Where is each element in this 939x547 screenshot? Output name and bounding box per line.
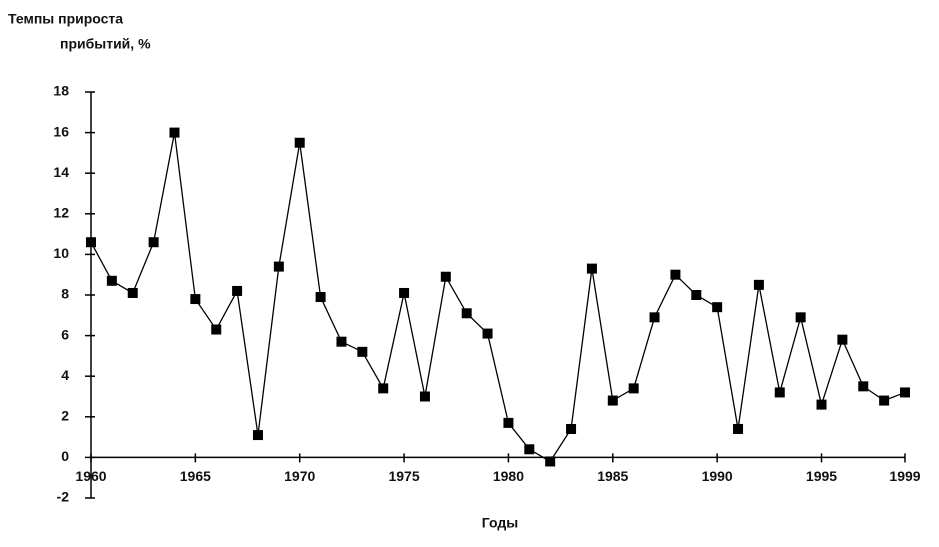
point-marker	[670, 269, 681, 280]
point-marker	[795, 312, 806, 323]
y-tick-label: -2	[57, 489, 70, 505]
point-marker	[503, 417, 514, 428]
x-axis-title: Годы	[482, 515, 518, 531]
point-marker	[169, 127, 180, 138]
point-marker	[461, 308, 472, 319]
point-marker	[837, 334, 848, 345]
y-tick-label: 10	[53, 245, 69, 261]
point-marker	[879, 395, 890, 406]
point-marker	[336, 336, 347, 347]
point-marker	[482, 328, 493, 339]
point-marker	[148, 237, 159, 248]
x-tick-label: 1985	[597, 468, 628, 484]
point-marker	[545, 456, 556, 467]
point-marker	[232, 285, 243, 296]
point-marker	[419, 391, 430, 402]
point-marker	[524, 444, 535, 455]
y-tick-label: 14	[53, 164, 69, 180]
series-line	[90, 132, 906, 463]
point-marker	[628, 383, 639, 394]
point-marker	[858, 381, 869, 392]
point-marker	[399, 287, 410, 298]
point-marker	[816, 399, 827, 410]
point-marker	[273, 261, 284, 272]
y-tick-label: 6	[61, 326, 69, 342]
y-tick-label: 18	[53, 83, 69, 99]
point-marker	[106, 275, 117, 286]
point-marker	[357, 346, 368, 357]
point-marker	[315, 292, 326, 303]
point-marker	[566, 423, 577, 434]
point-marker	[86, 237, 96, 248]
point-marker	[733, 423, 744, 434]
y-tick-label: 8	[61, 286, 69, 302]
point-marker	[900, 387, 910, 398]
point-marker	[252, 430, 263, 441]
point-marker	[586, 263, 597, 274]
y-axis-title: Темпы прироста	[8, 11, 123, 27]
x-tick-label: 1965	[180, 468, 211, 484]
point-marker	[190, 294, 201, 305]
x-tick-label: 1980	[493, 468, 524, 484]
x-tick-label: 1975	[388, 468, 419, 484]
x-tick-label: 1970	[284, 468, 315, 484]
x-tick-label: 1995	[806, 468, 837, 484]
point-marker	[378, 383, 389, 394]
point-marker	[294, 137, 305, 148]
point-marker	[753, 279, 764, 290]
point-marker	[774, 387, 785, 398]
point-marker	[127, 287, 138, 298]
y-tick-label: 4	[61, 367, 69, 383]
x-tick-label: 1990	[702, 468, 733, 484]
y-tick-label: 0	[61, 448, 69, 464]
point-marker	[712, 302, 723, 313]
point-marker	[691, 290, 702, 300]
point-marker	[211, 324, 222, 335]
x-tick-label: 1960	[75, 468, 106, 484]
y-axis-title: прибытий, %	[60, 36, 151, 52]
point-marker	[607, 395, 618, 406]
y-tick-label: 16	[53, 123, 69, 139]
point-marker	[440, 271, 451, 282]
point-marker	[649, 312, 660, 323]
x-tick-label: 1999	[889, 468, 920, 484]
y-tick-label: 2	[61, 408, 69, 424]
y-tick-label: 12	[53, 205, 69, 221]
